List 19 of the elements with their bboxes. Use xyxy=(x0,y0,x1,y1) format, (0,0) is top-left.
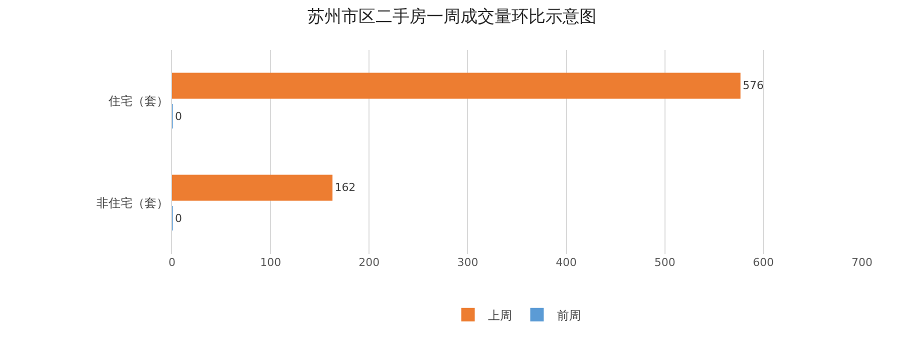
chart-title: 苏州市区二手房一周成交量环比示意图 xyxy=(308,7,596,28)
x-tick-label: 400 xyxy=(556,256,577,269)
data-label: 0 xyxy=(175,110,182,123)
data-label: 162 xyxy=(334,181,356,194)
y-tick-label: 非住宅（套） xyxy=(96,196,169,210)
legend-label: 前周 xyxy=(557,308,581,322)
bar xyxy=(172,72,741,99)
x-tick-label: 600 xyxy=(752,256,774,269)
data-label: 0 xyxy=(175,212,182,225)
x-tick-label: 500 xyxy=(654,256,676,269)
x-tick-label: 0 xyxy=(168,256,176,269)
bar xyxy=(172,174,332,201)
x-tick-label: 200 xyxy=(358,256,380,269)
x-tick-label: 700 xyxy=(852,256,872,269)
y-tick-label: 住宅（套） xyxy=(108,94,169,108)
data-label: 576 xyxy=(742,79,764,92)
x-tick-label: 300 xyxy=(457,256,478,269)
legend-label: 上周 xyxy=(488,308,512,322)
x-tick-label: 100 xyxy=(260,256,282,269)
